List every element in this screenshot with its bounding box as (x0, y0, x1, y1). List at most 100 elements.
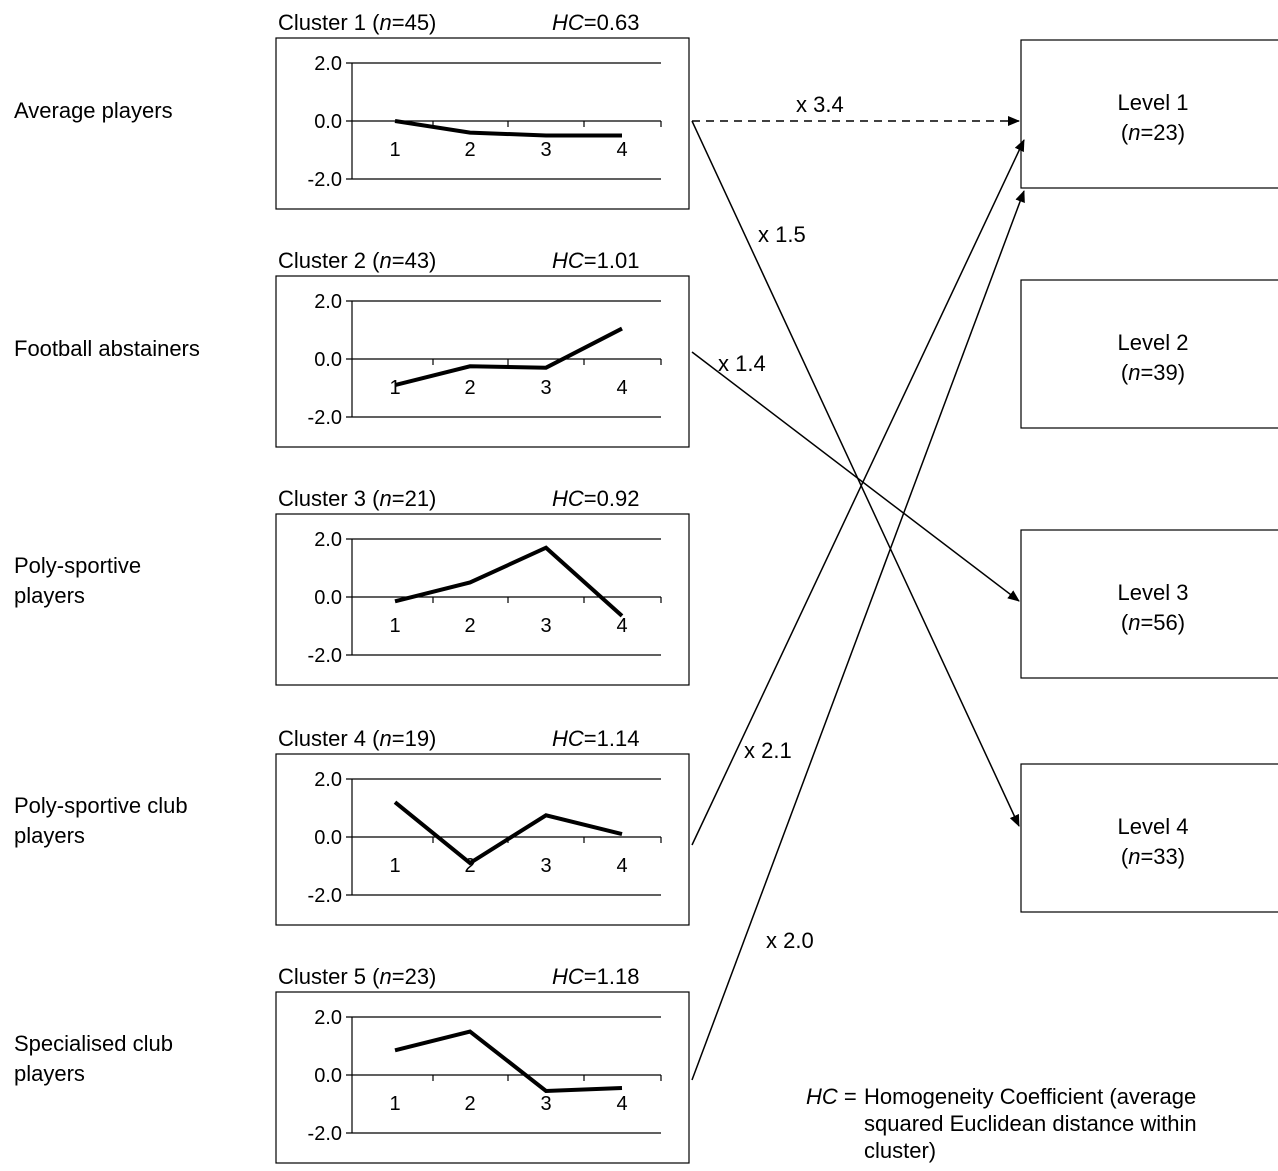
cluster-3-y-tick: 0.0 (314, 587, 342, 609)
level-3: Level 3 (n=56) (1020, 529, 1278, 679)
level-2-n: (n=39) (1121, 360, 1185, 385)
cluster-4-hc: HC=1.14 (552, 726, 639, 751)
arrow-factor-label: x 2.1 (744, 738, 792, 763)
arrow-cluster-1-to-level-4: x 1.5 (691, 120, 1020, 827)
cluster-3-x-tick-3: 3 (540, 615, 551, 637)
cluster-4-x-tick-4: 4 (616, 855, 627, 877)
cluster-3-profile-line (394, 545, 624, 618)
cluster-2-hc: HC=1.01 (552, 248, 639, 273)
cluster-1-x-tick-1: 1 (389, 139, 400, 161)
level-1-n: (n=23) (1121, 120, 1185, 145)
cluster-1: Average players Cluster 1 (n=45) HC=0.63 2.… (14, 10, 690, 210)
cluster-1-frame (275, 37, 690, 210)
arrow-factor-label: x 2.0 (766, 928, 814, 953)
cluster-4-profile-line (393, 800, 623, 866)
cluster-4-title: Cluster 4 (n=19) (278, 726, 436, 751)
cluster-2-y-tick: 0.0 (314, 349, 342, 371)
svg-text:HC =: HC = (806, 1084, 857, 1109)
cluster-2-title: Cluster 2 (n=43) (278, 248, 436, 273)
cluster-5-label-line-2: players (14, 1061, 85, 1086)
cluster-1-x-tick-2: 2 (464, 139, 475, 161)
cluster-3-label-line-1: Poly-sportive (14, 553, 141, 578)
hc-legend-eq: = (838, 1084, 857, 1109)
cluster-2-x-tick-3: 3 (540, 377, 551, 399)
cluster-4-x-tick-3: 3 (540, 855, 551, 877)
hc-legend-line1: Homogeneity Coefficient (average (864, 1084, 1196, 1109)
cluster-4-x-tick-1: 1 (389, 855, 400, 877)
hc-legend-line2: squared Euclidean distance within (864, 1111, 1197, 1136)
cluster-1-title: Cluster 1 (n=45) (278, 10, 436, 35)
arrow-factor-label: x 1.5 (758, 222, 806, 247)
cluster-3-x-tick-4: 4 (616, 615, 627, 637)
level-3-n: (n=56) (1121, 610, 1185, 635)
cluster-1-y-tick: 0.0 (314, 111, 342, 133)
cluster-2-x-tick-2: 2 (464, 377, 475, 399)
cluster-5-y-tick: 0.0 (314, 1065, 342, 1087)
cluster-1-x-tick-4: 4 (616, 139, 627, 161)
cluster-3-x-tick-1: 1 (389, 615, 400, 637)
cluster-5-x-tick-4: 4 (616, 1093, 627, 1115)
cluster-5-frame (275, 991, 690, 1164)
cluster-3-y-tick: 2.0 (314, 529, 342, 551)
clusters: Average players Cluster 1 (n=45) HC=0.63 2.… (14, 10, 690, 1164)
cluster-2-frame (275, 275, 690, 448)
cluster-5: Specialised club players Cluster 5 (n=23) H… (14, 964, 690, 1164)
cluster-1-y-tick: -2.0 (308, 169, 342, 191)
levels: Level 1(n=23)Level 2(n=39)Level 3(n=56)L… (1020, 39, 1278, 913)
arrow-cluster-2-to-level-3: x 1.4 (691, 351, 1020, 602)
level-2: Level 2 (n=39) (1020, 279, 1278, 429)
cluster-1-profile-line (394, 119, 622, 138)
hc-legend-abbr: HC (806, 1084, 838, 1109)
cluster-5-x-tick-2: 2 (464, 1093, 475, 1115)
cluster-4-x-tick-2: 2 (464, 855, 475, 877)
cluster-2-profile-line (394, 326, 623, 388)
cluster-4-label-line-1: Poly-sportive club (14, 793, 188, 818)
level-1: Level 1 (n=23) (1020, 39, 1278, 189)
cluster-2-x-tick-1: 1 (389, 377, 400, 399)
cluster-5-y-tick: 2.0 (314, 1007, 342, 1029)
cluster-2-label-line-1: Football abstainers (14, 336, 200, 361)
level-1-title: Level 1 (1118, 90, 1189, 115)
hc-legend: HC = Homogeneity Coefficient (average sq… (806, 1084, 1197, 1163)
cluster-5-x-tick-1: 1 (389, 1093, 400, 1115)
level-3-title: Level 3 (1118, 580, 1189, 605)
arrow-line (691, 190, 1025, 1081)
cluster-2: Football abstainers Cluster 2 (n=43) HC=1.… (14, 248, 690, 448)
cluster-3-title: Cluster 3 (n=21) (278, 486, 436, 511)
cluster-3-hc: HC=0.92 (552, 486, 639, 511)
level-1-box (1020, 39, 1278, 189)
level-3-box (1020, 529, 1278, 679)
cluster-1-x-tick-3: 3 (540, 139, 551, 161)
cluster-4-y-tick: 0.0 (314, 827, 342, 849)
cluster-4-y-tick: -2.0 (308, 885, 342, 907)
cluster-2-x-tick-4: 4 (616, 377, 627, 399)
arrow-factor-label: x 3.4 (796, 92, 844, 117)
arrow-line (691, 120, 1020, 827)
arrows: x 3.4 x 1.5 x 1.4 x 2.1 x 2.0 (691, 92, 1025, 1081)
cluster-3-y-tick: -2.0 (308, 645, 342, 667)
level-4-n: (n=33) (1121, 844, 1185, 869)
cluster-5-profile-line (394, 1029, 623, 1093)
arrow-line (691, 139, 1025, 846)
arrow-factor-label: x 1.4 (718, 351, 766, 376)
cluster-5-y-tick: -2.0 (308, 1123, 342, 1145)
cluster-2-y-tick: 2.0 (314, 291, 342, 313)
cluster-3-x-tick-2: 2 (464, 615, 475, 637)
cluster-4: Poly-sportive club players Cluster 4 (n=19… (14, 726, 690, 926)
cluster-2-y-tick: -2.0 (308, 407, 342, 429)
arrow-cluster-4-to-level-1: x 2.1 (691, 139, 1025, 846)
level-4: Level 4 (n=33) (1020, 763, 1278, 913)
cluster-4-y-tick: 2.0 (314, 769, 342, 791)
cluster-3-label-line-2: players (14, 583, 85, 608)
cluster-4-label-line-2: players (14, 823, 85, 848)
cluster-5-label-line-1: Specialised club (14, 1031, 173, 1056)
level-4-box (1020, 763, 1278, 913)
hc-legend-line3: cluster) (864, 1138, 936, 1163)
cluster-5-title: Cluster 5 (n=23) (278, 964, 436, 989)
level-2-box (1020, 279, 1278, 429)
cluster-1-hc: HC=0.63 (552, 10, 639, 35)
cluster-3-frame (275, 513, 690, 686)
cluster-1-y-tick: 2.0 (314, 53, 342, 75)
arrow-cluster-1-to-level-1: x 3.4 (692, 92, 1020, 126)
